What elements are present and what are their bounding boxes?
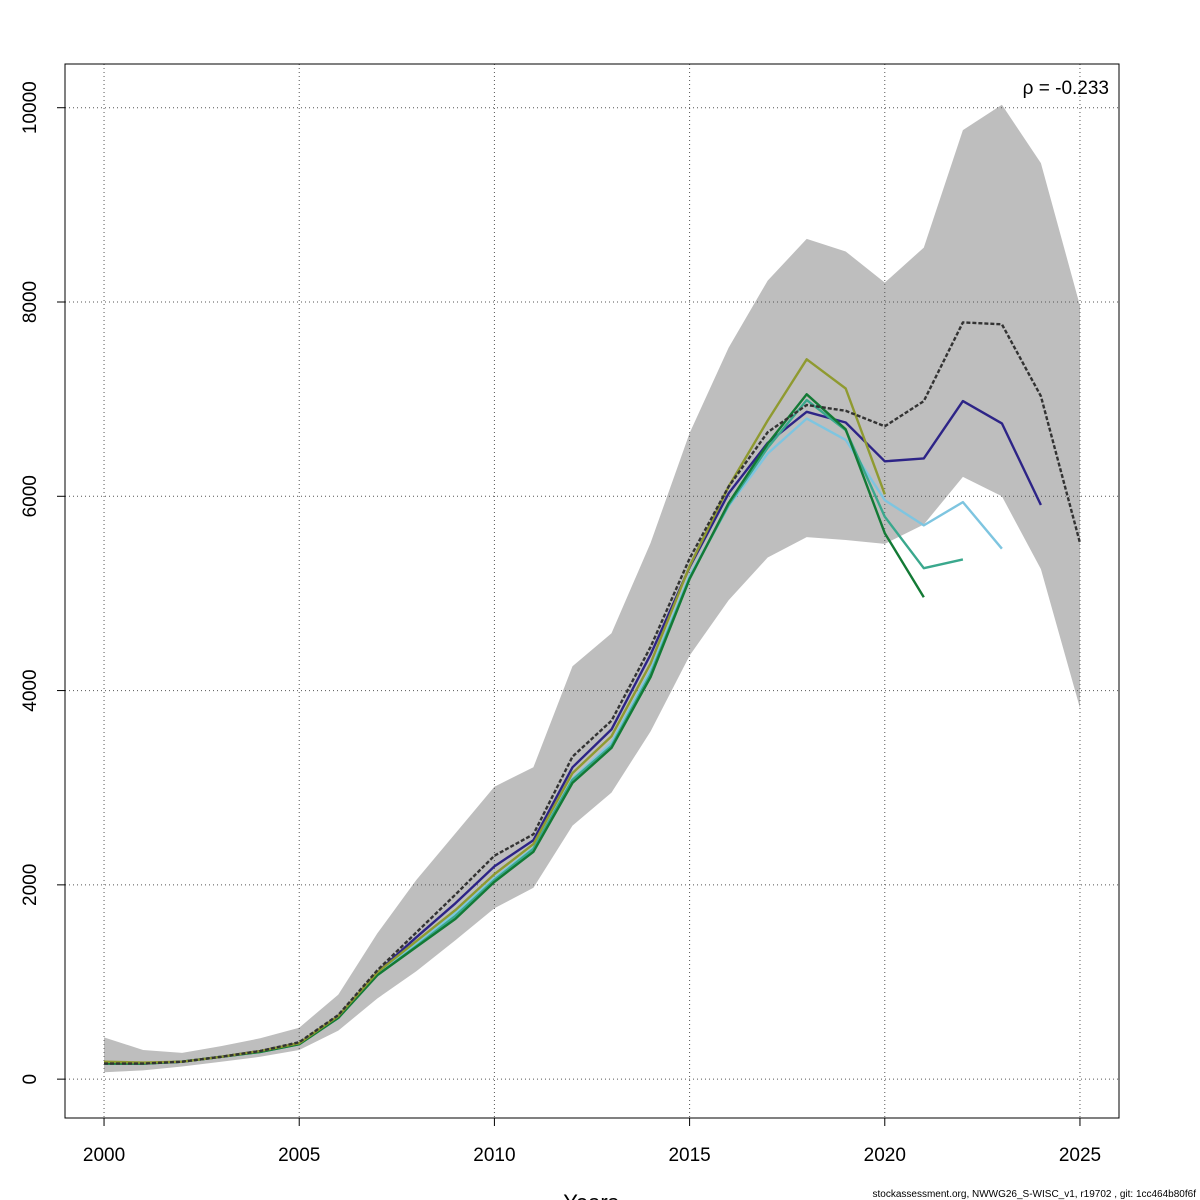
x-axis-label: Years [563, 1190, 618, 1200]
x-tick-label: 2005 [278, 1145, 320, 1166]
x-tick-label: 2000 [83, 1145, 125, 1166]
series-lines [103, 321, 1082, 1065]
series-line-0 [104, 321, 1082, 1065]
x-tick-label: 2025 [1059, 1145, 1101, 1166]
rho-annotation: ρ = -0.233 [1023, 78, 1109, 99]
y-tick-label: 6000 [20, 475, 41, 517]
x-tick-label: 2010 [473, 1145, 515, 1166]
y-tick-label: 4000 [20, 669, 41, 711]
band-area [104, 104, 1080, 1073]
y-tick-label: 10000 [20, 81, 41, 134]
confidence-band [104, 104, 1080, 1073]
axes: 2000 2005 2010 2015 2020 2025 0 2000 4000 6000 800… [20, 63, 1120, 1166]
y-tick-label: 0 [20, 1074, 41, 1085]
y-tick-label: 2000 [20, 864, 41, 906]
footer-text: stockassessment.org, NWWG26_S-WISC_v1, r… [873, 1189, 1197, 1200]
y-tick-label: 8000 [20, 281, 41, 323]
series-line-5 [103, 358, 886, 1064]
x-tick-label: 2020 [864, 1145, 906, 1166]
x-tick-label: 2015 [668, 1145, 710, 1166]
plot-frame [64, 63, 1120, 1119]
